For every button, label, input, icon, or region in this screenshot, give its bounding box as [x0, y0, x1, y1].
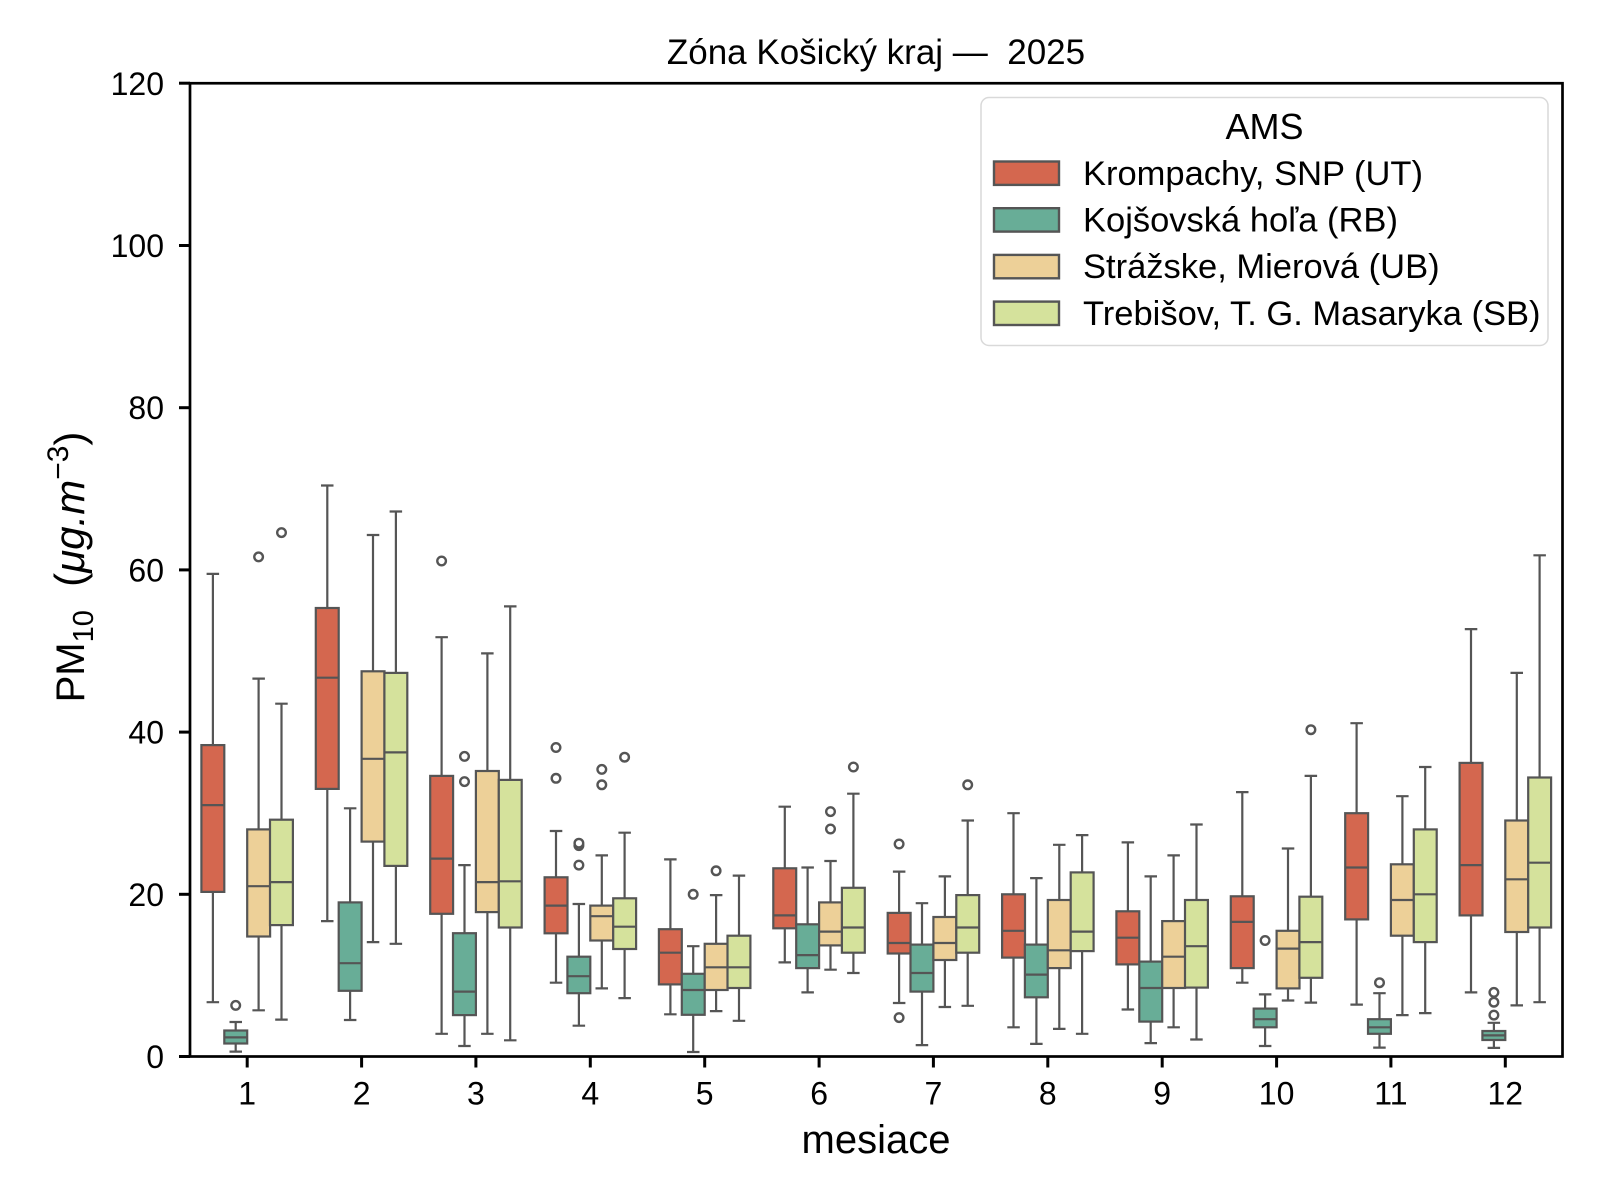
svg-text:Trebišov, T. G. Masaryka (SB): Trebišov, T. G. Masaryka (SB) [1083, 295, 1541, 333]
svg-text:100: 100 [111, 228, 164, 264]
svg-text:3: 3 [467, 1076, 485, 1112]
svg-text:Strážske, Mierová (UB): Strážske, Mierová (UB) [1083, 248, 1440, 286]
svg-text:0: 0 [146, 1039, 164, 1075]
svg-text:20: 20 [128, 877, 164, 913]
svg-text:mesiace: mesiace [802, 1118, 951, 1162]
svg-text:2: 2 [353, 1076, 371, 1112]
svg-text:AMS: AMS [1225, 106, 1303, 147]
svg-text:5: 5 [696, 1076, 714, 1112]
svg-text:12: 12 [1488, 1076, 1524, 1112]
svg-text:80: 80 [128, 390, 164, 426]
svg-text:1: 1 [238, 1076, 256, 1112]
svg-text:4: 4 [581, 1076, 599, 1112]
svg-text:Kojšovská hoľa (RB): Kojšovská hoľa (RB) [1083, 202, 1398, 240]
svg-text:9: 9 [1153, 1076, 1171, 1112]
svg-text:120: 120 [111, 66, 164, 102]
svg-text:8: 8 [1039, 1076, 1057, 1112]
svg-text:Krompachy, SNP (UT): Krompachy, SNP (UT) [1083, 155, 1423, 193]
svg-text:10: 10 [1259, 1076, 1295, 1112]
svg-text:40: 40 [128, 715, 164, 751]
svg-text:11: 11 [1374, 1076, 1407, 1112]
svg-text:60: 60 [128, 552, 164, 588]
svg-text:6: 6 [810, 1076, 828, 1112]
svg-text:7: 7 [925, 1076, 943, 1112]
svg-text:Zóna Košický kraj — 2025: Zóna Košický kraj — 2025 [667, 33, 1085, 72]
